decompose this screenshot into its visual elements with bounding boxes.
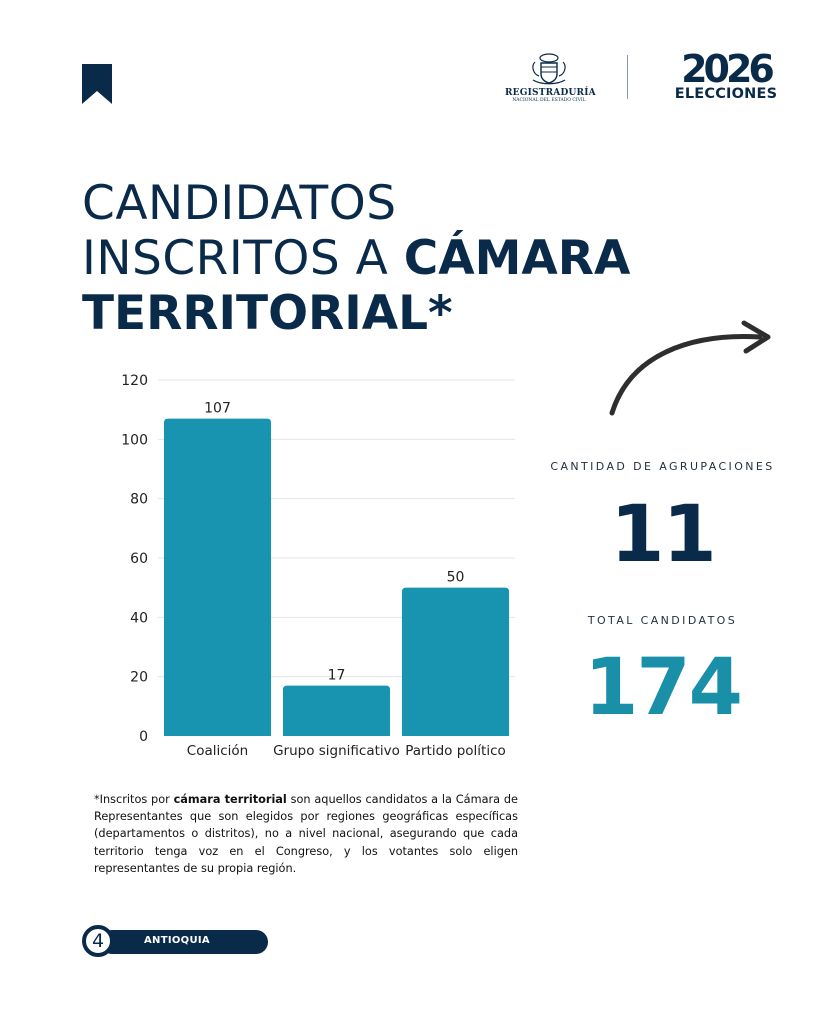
footer-bar: 4 ANTIOQUIA bbox=[82, 925, 268, 957]
candidatos-label: TOTAL CANDIDATOS bbox=[587, 614, 738, 627]
bar-value-label: 50 bbox=[447, 570, 465, 586]
coat-of-arms-icon bbox=[532, 53, 566, 85]
bar bbox=[401, 587, 510, 736]
footnote-bold: cámara territorial bbox=[173, 793, 287, 806]
bar-chart: 0 20 40 60 80 100 120 107 Coalición 17 Grupo signi… bbox=[121, 373, 515, 759]
footer-region: ANTIOQUIA bbox=[144, 935, 210, 946]
footer-pill bbox=[100, 930, 268, 954]
registraduria-logo: REGISTRADURÍA NACIONAL DEL ESTADO CIVIL bbox=[505, 52, 596, 104]
footnote-rest: son aquellos candidatos a la Cámara de R… bbox=[94, 793, 518, 875]
y-tick-label: 40 bbox=[130, 610, 148, 626]
registraduria-subtitle: NACIONAL DEL ESTADO CIVIL bbox=[512, 98, 586, 103]
elecciones-2026-logo: 2026 ELECCIONES bbox=[660, 47, 792, 102]
logo-divider bbox=[627, 55, 628, 99]
title-line-2-light: INSCRITOS A bbox=[82, 231, 404, 286]
y-tick-label: 20 bbox=[130, 670, 148, 686]
y-tick-label: 80 bbox=[130, 492, 148, 508]
bar bbox=[282, 685, 391, 736]
x-tick-label: Partido político bbox=[405, 743, 506, 759]
bar bbox=[163, 418, 272, 736]
bar-value-label: 107 bbox=[204, 401, 231, 417]
page-number: 4 bbox=[91, 930, 105, 952]
bookmark-icon bbox=[82, 64, 112, 104]
footnote: *Inscritos por cámara territorial son aq… bbox=[94, 791, 518, 877]
registraduria-name: REGISTRADURÍA bbox=[505, 88, 596, 98]
page-number-badge: 4 bbox=[82, 925, 114, 957]
bar-value-label: 17 bbox=[328, 668, 346, 684]
y-tick-label: 120 bbox=[121, 373, 148, 389]
curved-arrow-icon bbox=[609, 320, 771, 416]
x-tick-label: Grupo significativo bbox=[273, 743, 400, 759]
agrupaciones-value: 11 bbox=[610, 490, 717, 580]
logo-elecciones: ELECCIONES bbox=[674, 86, 778, 102]
title-line-2-bold: CÁMARA bbox=[403, 231, 631, 286]
footnote-prefix: *Inscritos por bbox=[94, 793, 174, 806]
candidatos-value: 174 bbox=[584, 643, 743, 733]
title-line-1: CANDIDATOS bbox=[82, 176, 397, 231]
agrupaciones-label: CANTIDAD DE AGRUPACIONES bbox=[550, 460, 775, 473]
title-line-3: TERRITORIAL* bbox=[82, 286, 453, 341]
y-tick-label: 60 bbox=[130, 551, 148, 567]
y-tick-label: 100 bbox=[121, 432, 148, 448]
logo-year: 2026 bbox=[681, 47, 775, 91]
x-tick-label: Coalición bbox=[187, 743, 248, 759]
y-tick-label: 0 bbox=[139, 729, 148, 745]
page-title: CANDIDATOS INSCRITOS A CÁMARA TERRITORIA… bbox=[82, 176, 630, 341]
